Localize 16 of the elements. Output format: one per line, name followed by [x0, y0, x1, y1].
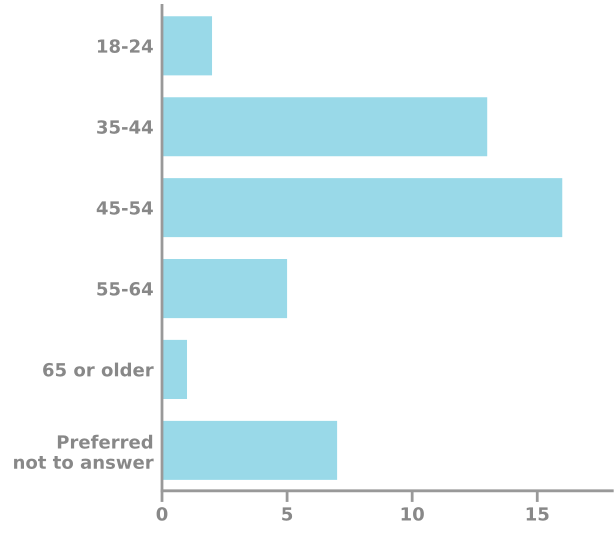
x-tick-label: 0 [156, 507, 168, 521]
y-tick-label: 45-54 [96, 201, 153, 215]
y-tick-label: Preferred not to answer [14, 434, 154, 469]
bar [162, 178, 562, 238]
bar [162, 97, 488, 156]
y-tick-label: 55-64 [97, 282, 153, 296]
y-tick-label: 35-44 [97, 120, 153, 134]
y-tick-label: 65 or older [43, 362, 154, 377]
bar [162, 259, 288, 318]
bar [162, 16, 212, 76]
y-tick-label: 18-24 [98, 39, 153, 53]
bar [162, 340, 188, 399]
x-tick-label: 5 [282, 507, 292, 521]
x-tick-label: 15 [526, 507, 549, 521]
bar [162, 420, 338, 480]
x-tick-label: 10 [402, 507, 424, 521]
